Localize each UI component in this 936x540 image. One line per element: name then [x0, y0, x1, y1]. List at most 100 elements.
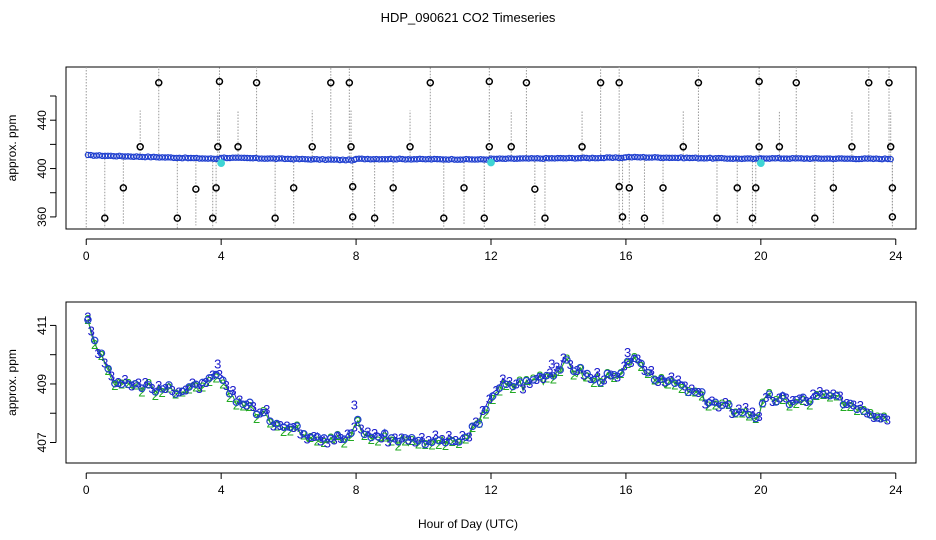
baseline-point	[612, 154, 619, 161]
series-2-marker: 2	[624, 356, 631, 371]
baseline-point	[744, 155, 751, 162]
circle-marker	[178, 387, 187, 396]
circle-marker	[475, 420, 483, 429]
circle-marker	[657, 375, 666, 383]
baseline-point	[410, 155, 418, 163]
outlier-high-point	[865, 78, 873, 87]
outlier-mid-high-point	[755, 143, 763, 151]
series-2-marker: 2	[219, 377, 226, 392]
series-3-marker: 3	[472, 414, 479, 429]
outlier-high-point	[155, 78, 163, 87]
outlier-mid-low-point	[289, 184, 298, 192]
baseline-point	[381, 156, 389, 163]
series-2-marker: 2	[820, 387, 827, 402]
baseline-point	[387, 155, 395, 163]
outlier-low-point	[618, 213, 627, 221]
circle-marker	[711, 398, 720, 407]
series-3-peak-marker: 3	[548, 356, 555, 371]
baseline-point	[457, 156, 464, 163]
series-3-marker: 3	[546, 366, 553, 381]
circle-marker	[340, 435, 349, 443]
circle-marker	[724, 401, 733, 409]
circle-marker	[293, 422, 301, 430]
series-3-marker: 3	[513, 376, 520, 391]
series-3-marker: 3	[88, 324, 95, 339]
outlier-low-point	[480, 214, 489, 222]
baseline-point	[589, 154, 596, 162]
series-3-marker: 3	[385, 434, 392, 449]
baseline-point	[574, 155, 582, 162]
baseline-point	[645, 154, 653, 161]
baseline-point	[496, 155, 503, 162]
baseline-point	[829, 155, 837, 163]
top-x-tick-label: 12	[484, 249, 498, 263]
series-2-line	[87, 318, 888, 447]
outlier-low-point	[541, 214, 549, 222]
baseline-point	[477, 155, 484, 163]
series-2-marker: 2	[469, 420, 476, 435]
baseline-point	[267, 155, 274, 162]
outlier-mid-high-point	[214, 143, 222, 151]
circle-marker	[671, 379, 679, 387]
outlier-mid-low-point	[212, 184, 220, 192]
circle-marker	[785, 400, 794, 409]
circle-marker	[434, 436, 443, 445]
top-x-tick-label: 20	[754, 249, 768, 263]
x-axis-label: Hour of Day (UTC)	[418, 517, 518, 531]
outlier-mid-high-point	[347, 143, 355, 151]
series-3-peak-marker: 3	[214, 356, 221, 371]
circle-marker	[326, 434, 335, 443]
series-3-marker: 3	[648, 363, 655, 378]
circle-marker	[84, 315, 92, 324]
baseline-point	[413, 156, 421, 163]
circle-marker	[751, 414, 760, 423]
baseline-point	[592, 155, 599, 162]
outlier-low-point	[173, 214, 182, 222]
series-3-marker: 3	[121, 372, 128, 387]
series-2-marker: 2	[543, 370, 550, 385]
outlier-high-point	[792, 78, 801, 87]
series-3-marker: 3	[148, 381, 155, 396]
series-3-marker: 3	[762, 390, 769, 405]
baseline-point	[600, 154, 608, 162]
baseline-point	[367, 156, 374, 163]
series-2-marker: 2	[91, 337, 98, 352]
circle-marker	[185, 383, 193, 391]
outlier-mid-low-point	[615, 182, 623, 191]
series-2-marker: 2	[185, 381, 192, 396]
circle-marker	[138, 384, 146, 393]
baseline-point	[580, 154, 587, 161]
outlier-low-point	[101, 214, 109, 222]
baseline-point	[738, 155, 745, 163]
baseline-point	[683, 154, 690, 161]
series-2-marker: 2	[557, 364, 564, 379]
outlier-mid-low-point	[829, 184, 838, 192]
series-2-marker: 2	[691, 384, 698, 399]
series-2-marker: 2	[462, 431, 469, 446]
baseline-point	[287, 155, 294, 163]
series-3-marker: 3	[614, 369, 621, 384]
circle-marker	[219, 376, 227, 385]
outlier-mid-high-point	[578, 143, 586, 151]
series-2-marker: 2	[826, 389, 833, 404]
outlier-mid-low-point	[348, 182, 357, 191]
bottom-x-tick-label: 20	[754, 483, 768, 497]
circle-marker	[859, 407, 868, 415]
series-3-marker: 3	[499, 371, 506, 386]
bottom-y-axis-label: approx. ppm	[5, 349, 19, 416]
series-2-marker: 2	[523, 373, 530, 388]
bottom-x-tick-label: 4	[218, 483, 225, 497]
outlier-high-point	[755, 77, 763, 86]
series-3-marker: 3	[675, 373, 682, 388]
baseline-point	[428, 156, 435, 163]
baseline-point	[431, 155, 438, 163]
outlier-mid-low-point	[531, 185, 539, 193]
outlier-low-point	[440, 214, 448, 222]
baseline-point	[442, 156, 450, 163]
series-3-marker: 3	[236, 393, 243, 408]
circle-marker	[617, 369, 625, 378]
top-x-tick-label: 24	[889, 249, 903, 263]
series-2-marker: 2	[604, 366, 611, 381]
circle-marker	[421, 440, 430, 449]
